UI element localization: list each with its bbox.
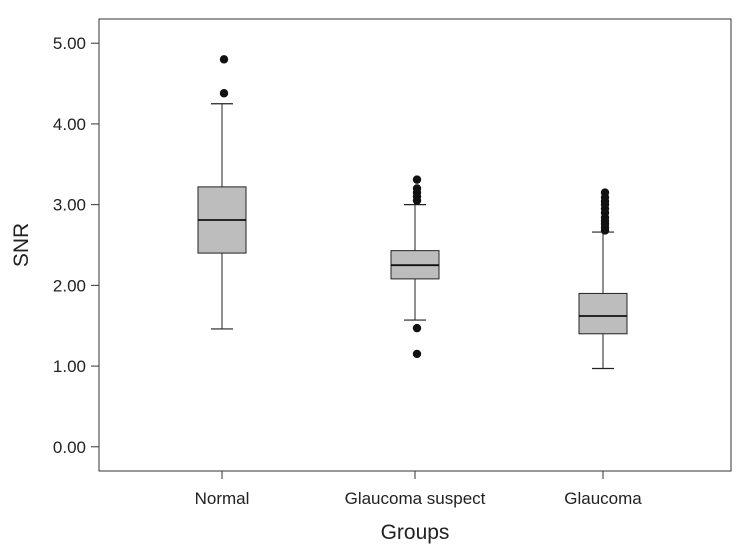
outlier-point xyxy=(412,323,422,333)
outlier-point xyxy=(219,89,229,98)
outlier-point xyxy=(600,188,610,197)
y-tick-label: 4.00 xyxy=(53,115,86,134)
outlier-point xyxy=(219,55,229,64)
iqr-box xyxy=(578,292,628,335)
box-group xyxy=(390,175,440,359)
x-axis: Normal Glaucoma suspect Glaucoma xyxy=(195,471,642,508)
x-axis-title: Groups xyxy=(381,521,450,544)
y-axis-title: SNR xyxy=(10,223,33,267)
box-series xyxy=(197,55,628,370)
y-axis: 0.00 1.00 2.00 3.00 4.00 5.00 xyxy=(53,34,99,457)
x-tick-label: Glaucoma suspect xyxy=(345,489,486,508)
y-tick-label: 2.00 xyxy=(53,276,86,295)
x-tick-label: Glaucoma xyxy=(564,489,642,508)
y-tick-label: 5.00 xyxy=(53,34,86,53)
y-tick-label: 0.00 xyxy=(53,438,86,457)
outlier-point xyxy=(412,184,422,193)
y-tick-label: 3.00 xyxy=(53,196,86,215)
box-group xyxy=(578,188,628,370)
y-tick-label: 1.00 xyxy=(53,357,86,376)
x-tick-label: Normal xyxy=(195,489,250,508)
outlier-point xyxy=(412,349,422,359)
outlier-point xyxy=(412,175,422,184)
box-group xyxy=(197,55,247,330)
